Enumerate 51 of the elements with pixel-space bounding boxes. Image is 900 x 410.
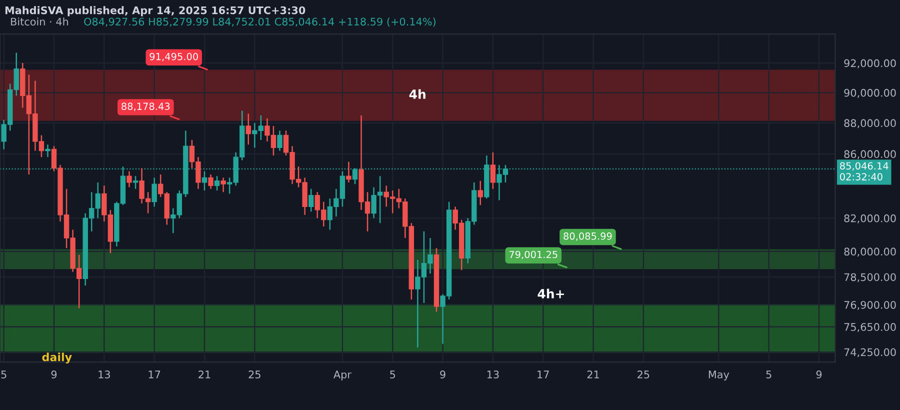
annotation: 80,085.99 xyxy=(564,232,612,241)
band-label: 4h+ xyxy=(538,288,564,298)
candlestick xyxy=(214,175,220,192)
candlestick xyxy=(478,180,483,206)
candlestick xyxy=(126,170,132,188)
chart-subtitle: O84,927.56 H85,279.99 L84,752.01 C85,046.14 +118.59 (+0.14%) xyxy=(84,18,436,27)
candlestick xyxy=(346,161,352,184)
x-tick-label: May xyxy=(708,370,730,380)
x-tick-label: 13 xyxy=(98,370,110,378)
y-tick-label: 90,000.00 xyxy=(844,88,896,98)
candlestick xyxy=(202,170,208,192)
x-tick-label: 17 xyxy=(148,370,160,378)
x-tick-label: 25 xyxy=(638,370,650,378)
x-tick-label: 21 xyxy=(198,370,210,378)
candlestick xyxy=(152,177,157,208)
x-tick-label: 25 xyxy=(248,370,260,378)
y-tick-label: 76,900.00 xyxy=(844,300,896,310)
y-tick-label: 78,500.00 xyxy=(844,273,896,282)
candlestick xyxy=(45,144,50,158)
y-tick-label: 80,000.00 xyxy=(844,248,896,257)
text: MahdiSVA published, Apr 14, 2025 16:57 UTC+3:30 xyxy=(5,6,306,16)
annotation: 88,178.43 xyxy=(122,102,170,111)
x-tick-label: 9 xyxy=(816,370,822,378)
candlestick xyxy=(132,175,138,190)
x-tick-label: 5 xyxy=(766,370,772,378)
candlestick xyxy=(308,188,314,212)
y-tick-label: 88,000.00 xyxy=(844,119,896,128)
band-label: 4h xyxy=(409,89,426,99)
candlestick xyxy=(208,174,214,190)
candlestick xyxy=(246,113,251,146)
x-tick-label: 5 xyxy=(390,370,396,378)
x-tick-label: 13 xyxy=(487,370,499,378)
chart-title: Bitcoin · 4h xyxy=(11,18,68,26)
x-tick-label: 17 xyxy=(538,370,549,378)
y-tick-label: 92,000.00 xyxy=(844,59,896,68)
y-tick-label: 82,000.00 xyxy=(844,214,896,224)
y-tick-label: 75,650.00 xyxy=(844,323,896,332)
x-tick-label: 5 xyxy=(1,370,6,378)
x-tick-label: 9 xyxy=(51,370,57,378)
x-tick-label: Apr xyxy=(334,370,352,380)
annotation: 91,495.00 xyxy=(150,52,198,62)
candlestick xyxy=(277,130,282,152)
y-tick-label: 86,000.00 xyxy=(844,150,896,160)
y-tick-label: 74,250.00 xyxy=(844,348,896,358)
x-tick-label: 9 xyxy=(440,370,446,378)
band-label: daily xyxy=(42,352,72,364)
x-tick-label: 21 xyxy=(587,370,599,378)
candlestick xyxy=(220,177,226,193)
candlestick xyxy=(490,152,496,190)
ref-line-label: 85,046.14 02:32:40 xyxy=(840,162,888,180)
annotation: 79,001.25 xyxy=(509,250,558,260)
